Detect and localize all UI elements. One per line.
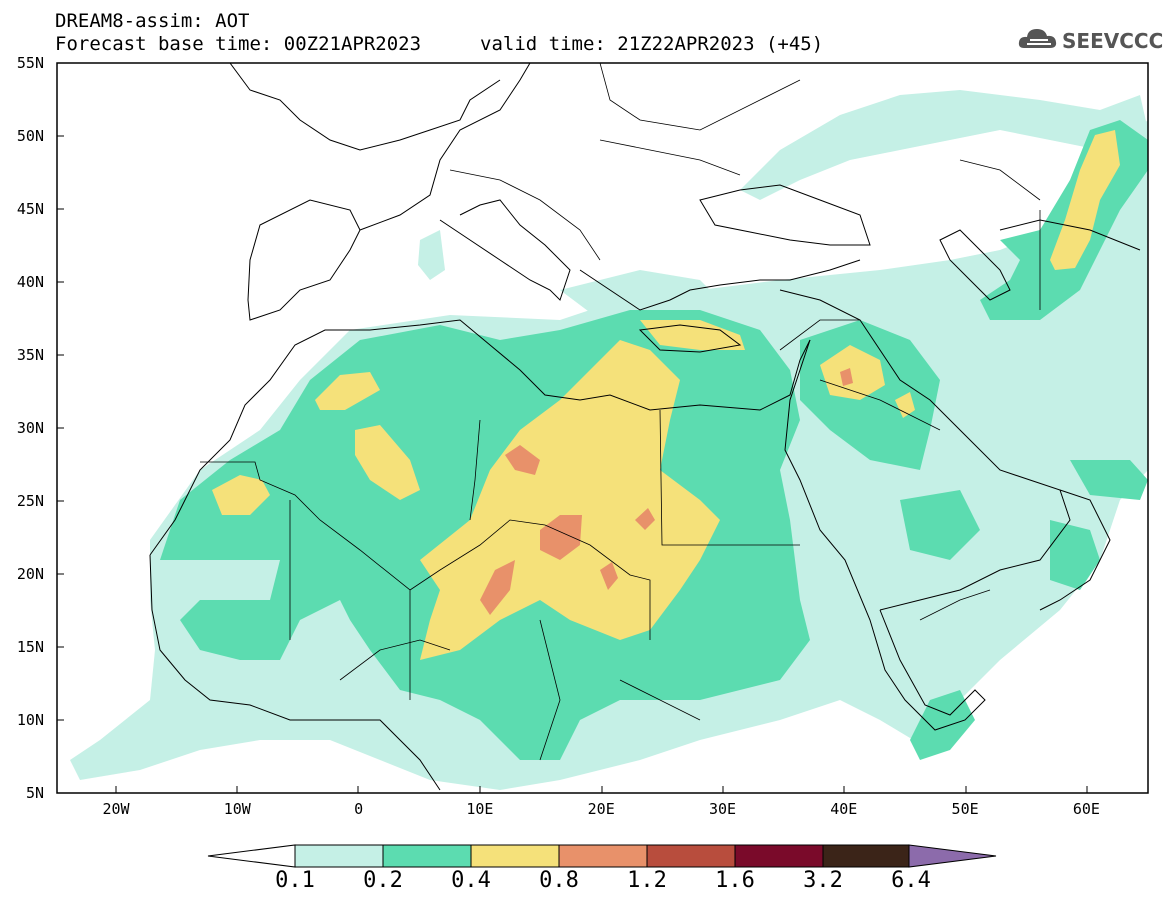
border <box>619 679 701 721</box>
aot-level3-region <box>355 425 420 500</box>
aot-level4-region <box>840 368 853 386</box>
lat-label: 45N <box>16 200 44 218</box>
border <box>959 159 1041 201</box>
lat-label: 25N <box>16 492 44 510</box>
coastline <box>779 289 1071 611</box>
aot-level4-region <box>635 508 655 530</box>
lon-label: 60E <box>1072 800 1100 818</box>
colorbar-swatch-under <box>207 844 296 868</box>
lon-label: 20E <box>587 800 615 818</box>
map-title: DREAM8-assim: AOT <box>55 10 250 32</box>
aot-level4-region <box>480 560 515 615</box>
lat-label: 20N <box>16 565 44 583</box>
colorbar-label: 1.2 <box>627 868 667 893</box>
valid-time: valid time: 21Z22APR2023 (+45) <box>480 33 824 55</box>
coastline <box>579 259 861 311</box>
lon-label: 30E <box>708 800 737 818</box>
aot-level3-region <box>212 475 270 515</box>
coastline <box>699 184 871 246</box>
border <box>919 589 991 621</box>
border <box>449 169 601 261</box>
border <box>539 619 561 761</box>
lat-label: 40N <box>16 273 44 291</box>
colorbar-label: 0.1 <box>275 868 315 893</box>
aot-level1-region <box>740 90 1148 200</box>
colorbar-swatch <box>558 844 648 868</box>
aot-level1-region <box>560 270 720 320</box>
coastline <box>999 219 1141 251</box>
colorbar-swatch <box>734 844 824 868</box>
border <box>599 139 741 176</box>
coastline <box>149 554 441 791</box>
lon-label: 50E <box>951 800 979 818</box>
aot-level4-region <box>600 562 618 590</box>
lon-label: 40E <box>830 800 858 818</box>
coastline <box>638 324 742 353</box>
colorbar-swatch <box>382 844 472 868</box>
border <box>339 639 451 681</box>
aot-level1-region <box>418 230 445 280</box>
border <box>819 379 941 431</box>
colorbar-swatch-over <box>908 844 997 868</box>
coastline <box>939 229 1011 301</box>
colorbar <box>207 844 997 868</box>
border <box>599 63 801 131</box>
coastline <box>359 63 531 231</box>
country-borders <box>200 63 1041 761</box>
lat-label: 50N <box>16 127 44 145</box>
colorbar-label: 3.2 <box>803 868 843 893</box>
aot-level3-region <box>315 372 380 410</box>
map-frame <box>56 62 1149 794</box>
aot-level2-region <box>1050 520 1100 590</box>
colorbar-swatch <box>646 844 736 868</box>
lat-label: 10N <box>16 711 44 729</box>
colorbar-label: 0.4 <box>451 868 491 893</box>
lat-label: 5N <box>25 784 44 802</box>
aot-level4-region <box>540 515 582 560</box>
border <box>469 419 481 521</box>
aot-level3-region <box>640 320 745 350</box>
lon-label: 20W <box>102 800 130 818</box>
coastline <box>229 63 501 151</box>
lat-label: 35N <box>16 346 44 364</box>
lon-label: 10W <box>223 800 251 818</box>
coastline <box>1039 489 1111 611</box>
base-time: Forecast base time: 00Z21APR2023 <box>55 33 422 55</box>
aot-field <box>70 90 1148 790</box>
cloud-icon <box>1018 29 1057 48</box>
aot-level2-region <box>1070 460 1148 500</box>
colorbar-swatch <box>470 844 560 868</box>
aot-level2-region <box>910 690 975 760</box>
aot-level3-region <box>1050 130 1120 270</box>
aot-level4-region <box>505 445 540 475</box>
colorbar-label: 6.4 <box>891 868 931 893</box>
coastline <box>247 199 361 321</box>
colorbar-label: 0.8 <box>539 868 579 893</box>
coastline <box>149 319 811 556</box>
lat-label: 30N <box>16 419 44 437</box>
border <box>409 519 651 640</box>
colorbar-swatch <box>294 844 384 868</box>
axis-ticks <box>57 135 1088 793</box>
border <box>659 409 800 546</box>
lat-label: 15N <box>16 638 44 656</box>
colorbar-label: 0.2 <box>363 868 403 893</box>
aot-level2-region <box>900 490 980 560</box>
lat-label: 55N <box>16 54 44 72</box>
lon-label: 0 <box>354 800 364 818</box>
coastlines <box>149 63 1141 791</box>
border <box>779 319 860 351</box>
coastline <box>439 199 571 301</box>
aot-level3-region <box>820 345 885 400</box>
border <box>200 461 411 700</box>
colorbar-swatch <box>822 844 910 868</box>
lon-label: 10E <box>466 800 494 818</box>
aot-level3-region <box>895 392 915 418</box>
seevccc-logo-text: SEEVCCC <box>1062 29 1164 53</box>
colorbar-label: 1.6 <box>715 868 755 893</box>
coastline <box>784 339 986 731</box>
